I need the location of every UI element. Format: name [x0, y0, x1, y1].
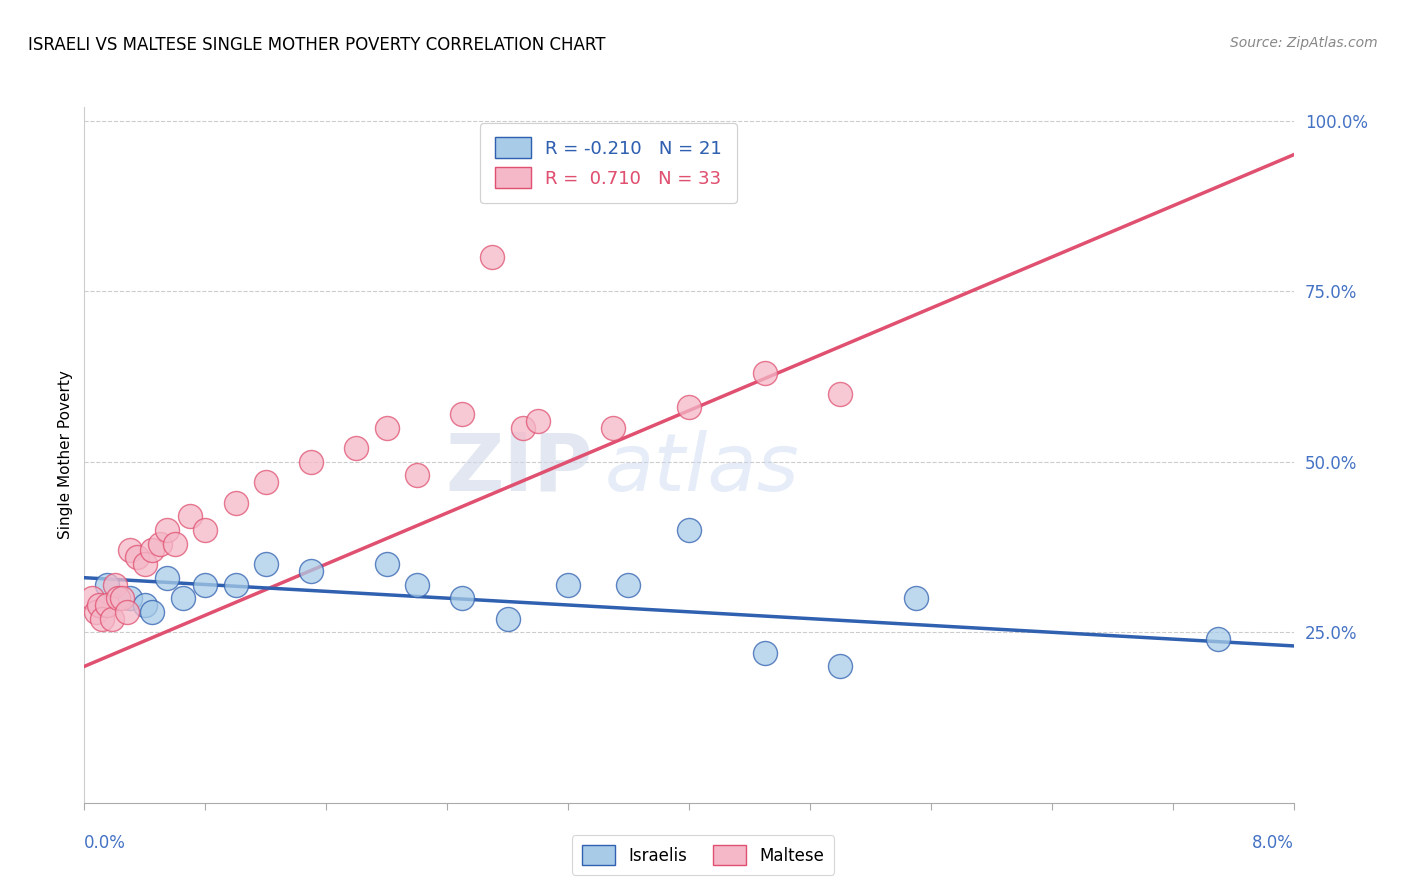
Point: [80, 591, 103, 606]
Point: [451, 591, 474, 606]
Point: [163, 536, 186, 550]
Y-axis label: Single Mother Poverty: Single Mother Poverty: [58, 370, 73, 540]
Text: ZIP: ZIP: [444, 430, 592, 508]
Point: [156, 571, 179, 585]
Point: [754, 366, 776, 380]
Text: ISRAELI VS MALTESE SINGLE MOTHER POVERTY CORRELATION CHART: ISRAELI VS MALTESE SINGLE MOTHER POVERTY…: [28, 36, 606, 54]
Point: [678, 400, 700, 414]
Point: [194, 577, 217, 591]
Point: [134, 557, 156, 571]
Point: [904, 591, 927, 606]
Point: [89, 598, 111, 612]
Point: [172, 591, 194, 606]
Point: [299, 455, 322, 469]
Point: [156, 523, 179, 537]
Point: [104, 577, 127, 591]
Point: [375, 557, 398, 571]
Point: [107, 591, 129, 606]
Point: [602, 420, 624, 434]
Point: [141, 605, 163, 619]
Point: [111, 591, 134, 606]
Point: [406, 468, 429, 483]
Point: [96, 577, 118, 591]
Point: [1206, 632, 1229, 646]
Point: [346, 441, 368, 455]
Point: [375, 420, 398, 434]
Point: [678, 523, 700, 537]
Point: [451, 407, 474, 421]
Point: [100, 612, 122, 626]
Point: [527, 414, 550, 428]
Text: Source: ZipAtlas.com: Source: ZipAtlas.com: [1230, 36, 1378, 50]
Point: [141, 543, 163, 558]
Text: 8.0%: 8.0%: [1251, 834, 1294, 852]
Point: [86, 605, 108, 619]
Point: [254, 557, 277, 571]
Point: [91, 612, 114, 626]
Point: [830, 386, 852, 401]
Point: [496, 612, 519, 626]
Legend: Israelis, Maltese: Israelis, Maltese: [572, 836, 834, 875]
Point: [557, 577, 579, 591]
Point: [96, 598, 118, 612]
Point: [127, 550, 149, 565]
Point: [118, 543, 141, 558]
Legend: R = -0.210   N = 21, R =  0.710   N = 33: R = -0.210 N = 21, R = 0.710 N = 33: [481, 123, 737, 202]
Point: [481, 250, 503, 264]
Point: [299, 564, 322, 578]
Point: [754, 646, 776, 660]
Point: [512, 420, 534, 434]
Point: [118, 591, 141, 606]
Point: [406, 577, 429, 591]
Point: [830, 659, 852, 673]
Point: [179, 509, 201, 524]
Point: [134, 598, 156, 612]
Point: [149, 536, 172, 550]
Point: [254, 475, 277, 490]
Point: [194, 523, 217, 537]
Point: [115, 605, 138, 619]
Point: [225, 577, 247, 591]
Point: [617, 577, 640, 591]
Text: atlas: atlas: [605, 430, 799, 508]
Text: 0.0%: 0.0%: [84, 834, 127, 852]
Point: [225, 496, 247, 510]
